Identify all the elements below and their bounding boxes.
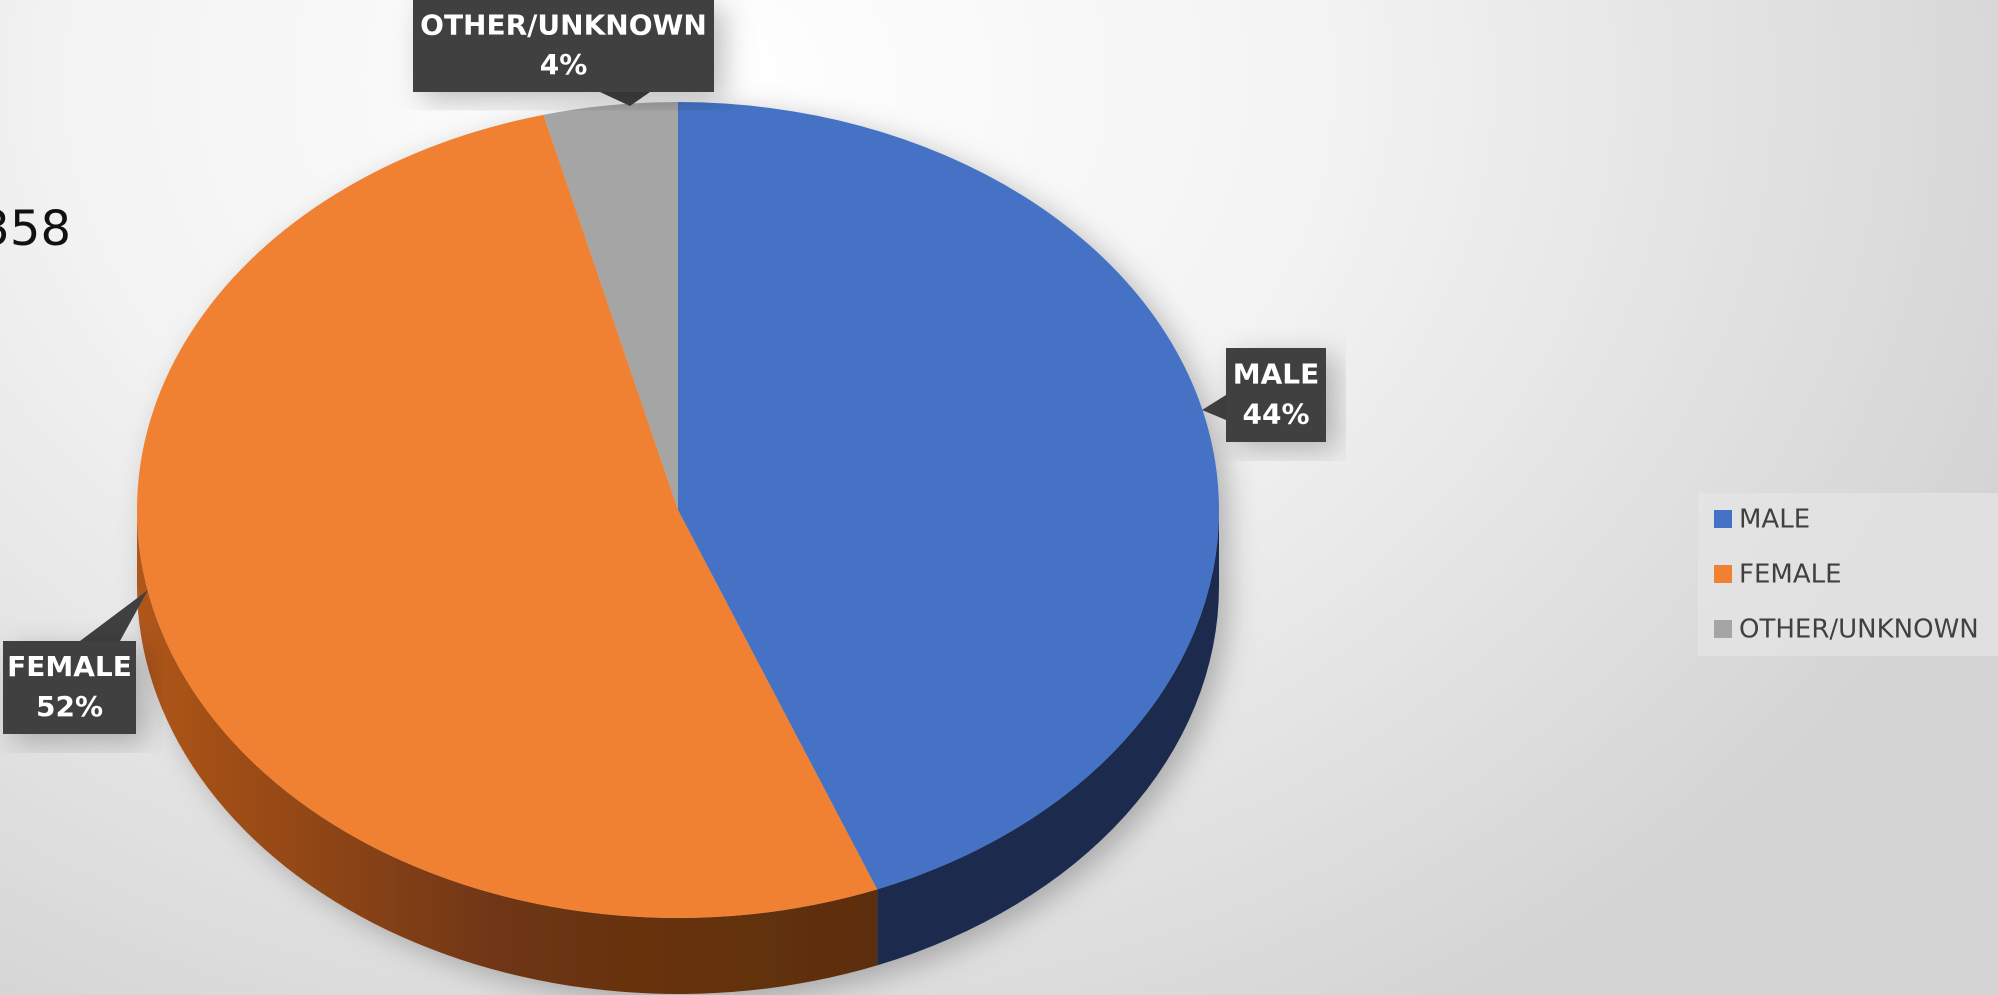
label-box — [1226, 348, 1326, 442]
slice-side — [137, 510, 878, 995]
legend: MALE FEMALE OTHER/UNKNOWN — [1714, 505, 1979, 645]
label-value: 4% — [540, 48, 588, 81]
slice-side — [877, 510, 1219, 966]
legend-label: FEMALE — [1739, 560, 1842, 590]
label-box — [413, 0, 714, 92]
side-text: 358 — [0, 201, 71, 257]
label-category: MALE — [1233, 357, 1320, 390]
label-value: 52% — [36, 690, 103, 723]
legend-box — [1698, 493, 1998, 656]
label-box — [3, 641, 136, 734]
legend-label: MALE — [1739, 505, 1810, 535]
label-pointer — [80, 590, 148, 641]
label-category: OTHER/UNKNOWN — [420, 9, 707, 42]
legend-label: OTHER/UNKNOWN — [1739, 615, 1979, 645]
slice — [543, 102, 678, 510]
legend-swatch — [1714, 510, 1732, 528]
label-pointer — [600, 92, 650, 106]
label-value: 44% — [1242, 398, 1309, 431]
label-pointer — [1202, 395, 1226, 420]
legend-swatch — [1714, 565, 1732, 583]
legend-swatch — [1714, 620, 1732, 638]
slice — [137, 114, 878, 918]
data-labels: MALE 44% FEMALE 52% OTHER/UNKNOWN 4% — [3, 0, 1326, 734]
pie — [137, 102, 1220, 995]
label-category: FEMALE — [7, 650, 132, 683]
slice — [678, 102, 1220, 890]
